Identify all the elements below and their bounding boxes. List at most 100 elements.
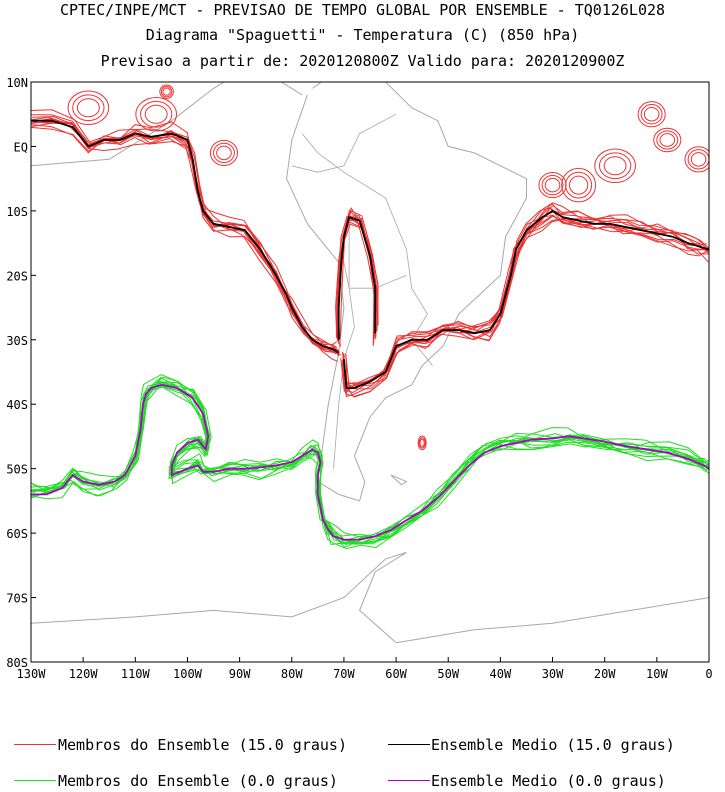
ensemble-member-contour (659, 133, 676, 147)
x-tick-label: 120W (69, 667, 99, 681)
ensemble-member-contour (76, 98, 100, 118)
ensemble-member-line (31, 117, 340, 353)
y-tick-label: 20S (6, 269, 28, 283)
ensemble-member-line (342, 217, 709, 398)
legend-swatch-members-0 (14, 780, 56, 781)
ensemble-member-contour (565, 171, 593, 199)
ensemble-member-contour (417, 435, 427, 451)
ensemble-member-contour (603, 156, 627, 176)
legend-label-members-0: Membros do Ensemble (0.0 graus) (58, 772, 338, 790)
ensemble-member-line (31, 122, 339, 362)
ensemble-member-contour (159, 84, 174, 99)
plot-frame (30, 81, 710, 663)
x-tick-label: 100W (173, 667, 203, 681)
ensemble-member-contour (653, 127, 682, 153)
coastline (396, 597, 709, 644)
ensemble-member-contour (144, 104, 168, 124)
ensemble-member-line (31, 114, 339, 352)
ensemble-member-contour (160, 86, 173, 98)
country-border (348, 217, 407, 289)
x-tick-label: 70W (333, 667, 355, 681)
ensemble-member-line (342, 204, 708, 394)
ensemble-member-contour (538, 172, 567, 199)
coastline (31, 551, 407, 644)
ensemble-member-contour (418, 437, 426, 449)
x-tick-label: 110W (121, 667, 151, 681)
ensemble-member-contour (67, 90, 110, 126)
ensemble-member-line (31, 120, 340, 357)
y-tick-label: 80S (6, 656, 28, 670)
ensemble-member-contour (594, 148, 636, 184)
ensemble-mean-line (31, 383, 709, 541)
x-tick-label: 50W (437, 667, 459, 681)
ensemble-member-line (33, 382, 709, 538)
y-tick-label: 10S (6, 205, 28, 219)
ensemble-member-contour (544, 177, 561, 193)
ensemble-mean-line (337, 216, 377, 340)
legend-swatch-mean-0 (388, 780, 430, 781)
ensemble-member-line (342, 214, 709, 397)
y-tick-label: 10N (6, 76, 28, 90)
legend-swatch-members-15 (14, 744, 56, 745)
ensemble-member-contour (140, 100, 173, 128)
ensemble-member-line (31, 118, 338, 349)
ensemble-member-contour (640, 104, 663, 125)
country-border (291, 113, 397, 173)
x-tick-label: 90W (229, 667, 251, 681)
ensemble-member-contour (656, 130, 679, 150)
x-tick-label: 10W (646, 667, 668, 681)
ensemble-mean-line (31, 119, 340, 354)
chart-title-line-2: Diagrama "Spaguetti" - Temperatura (C) (… (145, 26, 580, 44)
axes: 130W 120W 110W 100W 90W 80W 70W 60W 50W 40W 30W 20W… (6, 76, 712, 681)
legend-label-mean-15: Ensemble Medio (15.0 graus) (431, 736, 675, 754)
legend-swatch-mean-15 (388, 744, 430, 745)
chart-title-line-1: CPTEC/INPE/MCT - PREVISAO DE TEMPO GLOBA… (59, 1, 666, 19)
x-tick-label: 20W (594, 667, 616, 681)
coastline-map (31, 82, 709, 644)
ensemble-member-contour (72, 94, 105, 122)
ensemble-member-contour (598, 152, 632, 180)
ensemble-member-line (31, 385, 709, 549)
ensemble-member-line (31, 116, 342, 356)
y-tick-label: 60S (6, 527, 28, 541)
y-tick-label: 70S (6, 592, 28, 606)
x-tick-label: 130W (17, 667, 47, 681)
ensemble-means (31, 119, 709, 541)
ensemble-member-contour (643, 106, 660, 122)
legend-label-members-15: Membros do Ensemble (15.0 graus) (58, 736, 347, 754)
chart-title-line-3: Previsao a partir de: 2020120800Z Valido… (100, 52, 625, 70)
ensemble-member-contour (690, 152, 707, 167)
coastline (286, 82, 527, 502)
country-border (333, 262, 355, 469)
ensemble-members (31, 84, 709, 550)
ensemble-member-contour (419, 438, 425, 447)
y-tick-label: 30S (6, 334, 28, 348)
x-tick-label: 40W (490, 667, 512, 681)
ensemble-member-line (31, 381, 709, 538)
legend-label-mean-0: Ensemble Medio (0.0 graus) (431, 772, 666, 790)
ensemble-member-contour (162, 87, 171, 96)
coastline (31, 82, 303, 167)
y-tick-label: 50S (6, 463, 28, 477)
ensemble-member-line (31, 119, 341, 355)
ensemble-mean-line (343, 209, 709, 389)
ensemble-member-contour (568, 175, 589, 195)
ensemble-member-line (343, 214, 709, 390)
ensemble-member-contour (216, 145, 232, 161)
ensemble-member-line (31, 121, 340, 356)
ensemble-member-contour (637, 101, 666, 128)
ensemble-member-contour (684, 146, 709, 173)
ensemble-member-contour (213, 142, 235, 164)
x-tick-label: 80W (281, 667, 303, 681)
ensemble-member-contour (209, 139, 239, 166)
y-tick-label: 40S (6, 398, 28, 412)
ensemble-member-line (31, 121, 339, 351)
ensemble-member-contour (541, 174, 564, 196)
x-tick-label: 0 (705, 667, 712, 681)
coastline (390, 474, 408, 486)
ensemble-member-contour (135, 96, 178, 132)
country-border (301, 133, 433, 366)
y-tick-label: EQ (14, 140, 28, 154)
ensemble-member-line (31, 109, 338, 354)
